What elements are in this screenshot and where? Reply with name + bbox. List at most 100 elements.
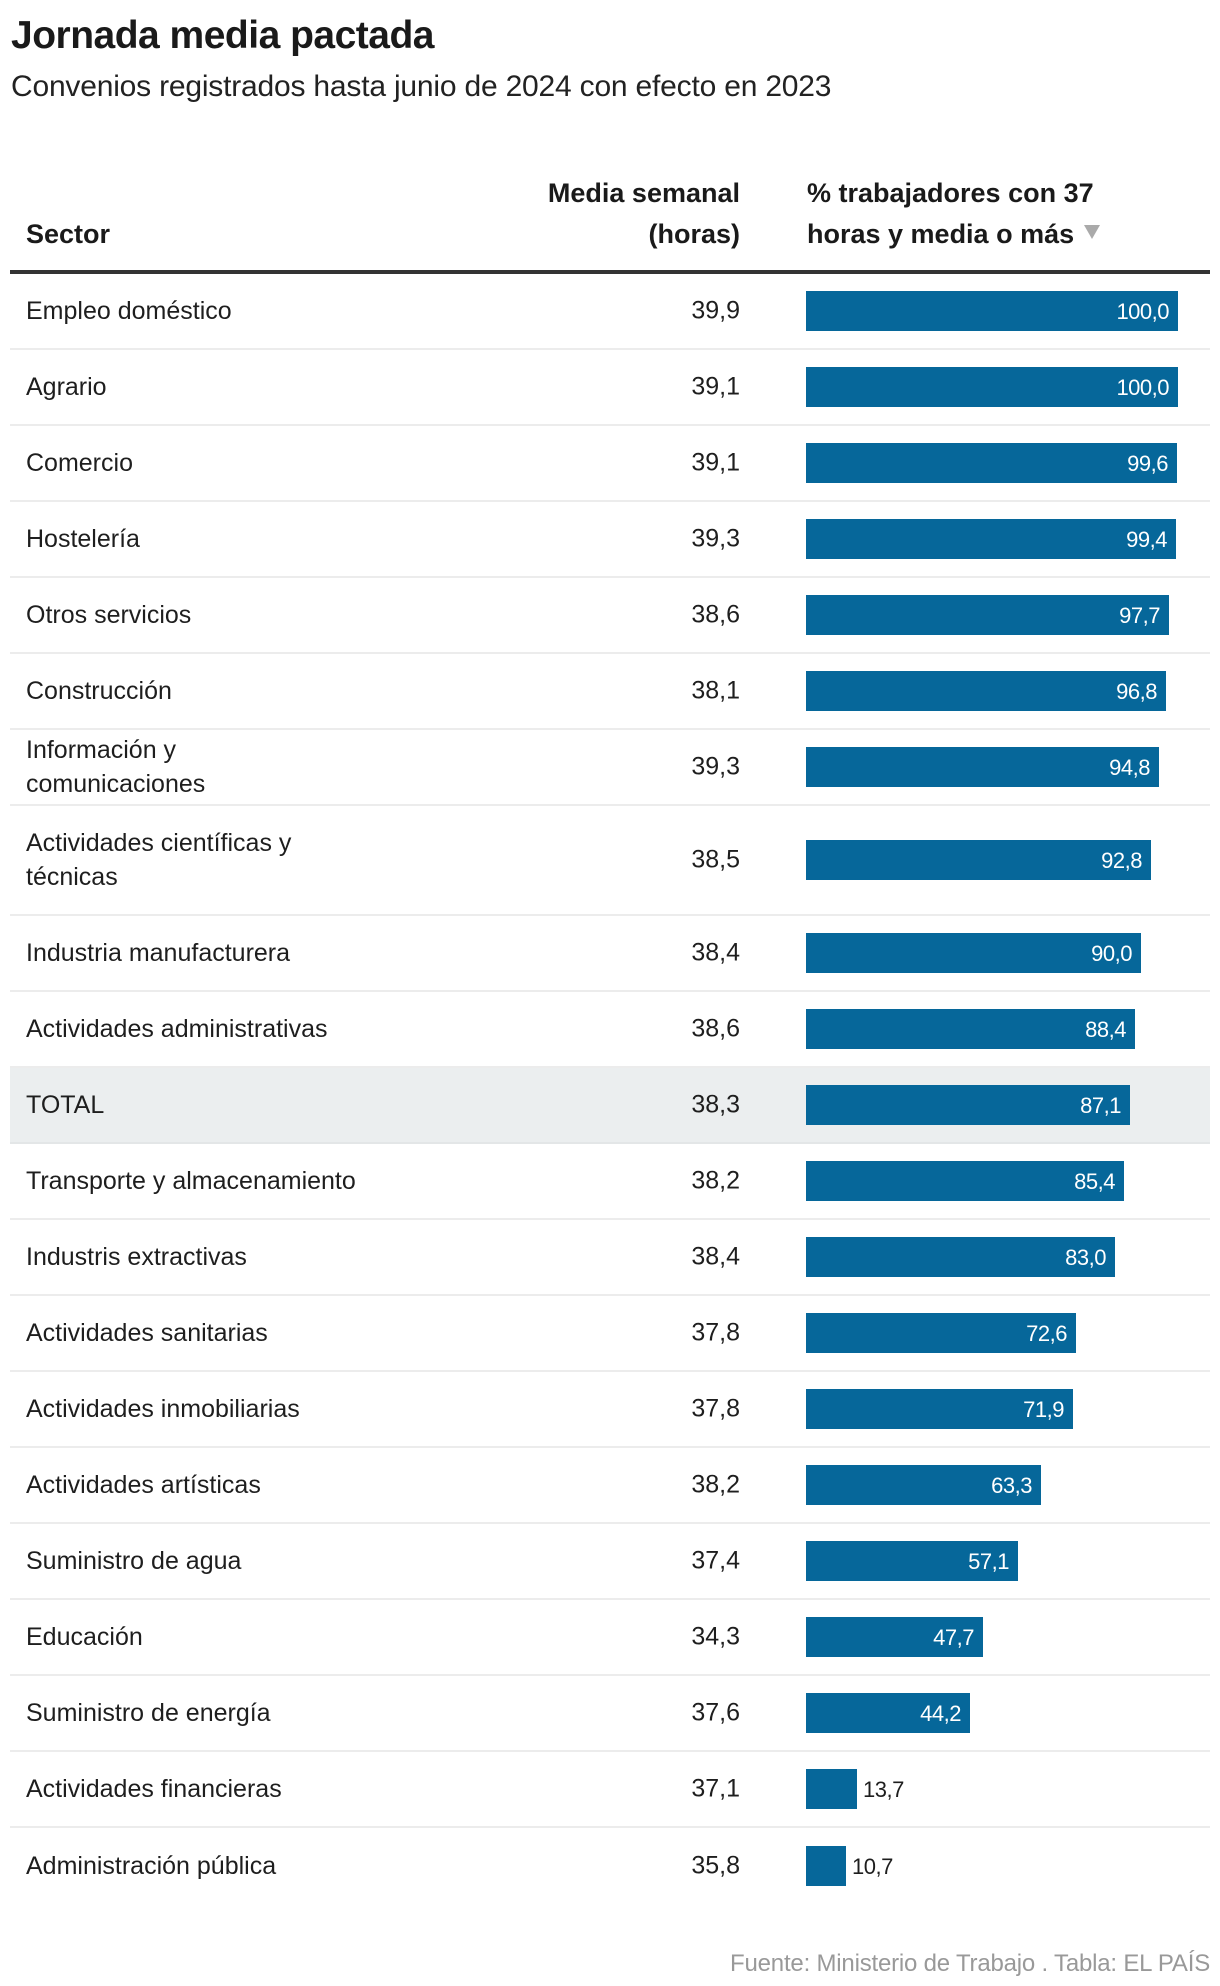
pct-bar-label: 85,4 (1074, 1169, 1115, 1194)
table-row: Hostelería 39,3 99,4 (10, 502, 1210, 578)
bar-cell: 99,6 (806, 443, 1206, 483)
column-header-media-line1: Media semanal (547, 178, 740, 208)
table-row: Construcción 38,1 96,8 (10, 654, 1210, 730)
media-semanal-value: 38,2 (691, 1166, 740, 1195)
sector-name: Actividades inmobiliarias (26, 1395, 300, 1423)
sector-name: Construcción (26, 677, 172, 705)
sector-name: Comercio (26, 449, 133, 477)
table-row: Agrario 39,1 100,0 (10, 350, 1210, 426)
pct-bar (806, 1769, 857, 1809)
sector-name: Actividades sanitarias (26, 1319, 268, 1347)
pct-bar (806, 1237, 1115, 1277)
table-row: Actividades científicas y técnicas 38,5 92… (10, 806, 1210, 916)
pct-bar-label: 13,7 (863, 1777, 904, 1802)
pct-bar-label: 57,1 (968, 1549, 1009, 1574)
sector-name: Información y comunicaciones (26, 736, 206, 798)
bar-cell: 71,9 (806, 1389, 1206, 1429)
table-row: Actividades financieras 37,1 13,7 (10, 1752, 1210, 1828)
header-divider (10, 270, 1210, 274)
media-semanal-value: 38,2 (691, 1470, 740, 1499)
bar-cell: 83,0 (806, 1237, 1206, 1277)
pct-bar-label: 99,4 (1126, 527, 1167, 552)
table-row: Actividades administrativas 38,6 88,4 (10, 992, 1210, 1068)
media-semanal-value: 39,3 (691, 752, 740, 781)
sector-name: Suministro de energía (26, 1699, 271, 1727)
bar-cell: 92,8 (806, 840, 1206, 880)
pct-bar (806, 1541, 1018, 1581)
media-semanal-value: 38,1 (691, 676, 740, 705)
pct-bar-label: 97,7 (1119, 603, 1160, 628)
table-row: Administración pública 35,8 10,7 (10, 1828, 1210, 1904)
pct-bar (806, 1085, 1130, 1125)
column-header-media-semanal[interactable]: Media semanal (horas) (440, 173, 740, 255)
pct-bar-label: 88,4 (1085, 1017, 1126, 1042)
bar-cell: 99,4 (806, 519, 1206, 559)
bar-cell: 90,0 (806, 933, 1206, 973)
pct-bar (806, 519, 1176, 559)
chart-subtitle: Convenios registrados hasta junio de 202… (11, 70, 832, 103)
bar-cell: 97,7 (806, 595, 1206, 635)
pct-bar-label: 87,1 (1080, 1093, 1121, 1118)
pct-bar-label: 99,6 (1127, 451, 1168, 476)
pct-bar-label: 83,0 (1065, 1245, 1106, 1270)
chart-title: Jornada media pactada (11, 14, 435, 57)
table-row: Transporte y almacenamiento 38,2 85,4 (10, 1144, 1210, 1220)
bar-cell: 13,7 (806, 1769, 1206, 1809)
pct-bar (806, 1617, 983, 1657)
table-row: Educación 34,3 47,7 (10, 1600, 1210, 1676)
pct-bar (806, 1161, 1124, 1201)
media-semanal-value: 37,1 (691, 1774, 740, 1803)
media-semanal-value: 38,3 (691, 1090, 740, 1119)
sector-name: Actividades científicas y técnicas (26, 829, 292, 891)
sector-name: Hostelería (26, 525, 140, 553)
bar-cell: 96,8 (806, 671, 1206, 711)
column-header-pct-line2: horas y media o más (807, 219, 1075, 249)
media-semanal-value: 38,4 (691, 1242, 740, 1271)
media-semanal-value: 37,8 (691, 1394, 740, 1423)
pct-bar-label: 72,6 (1026, 1321, 1067, 1346)
sector-name: TOTAL (26, 1091, 105, 1119)
sector-name: Otros servicios (26, 601, 192, 629)
table-row: Empleo doméstico 39,9 100,0 (10, 274, 1210, 350)
bar-cell: 94,8 (806, 747, 1206, 787)
bar-cell: 72,6 (806, 1313, 1206, 1353)
pct-bar (806, 443, 1177, 483)
table-row: Suministro de agua 37,4 57,1 (10, 1524, 1210, 1600)
pct-bar (806, 933, 1141, 973)
table-row: Actividades inmobiliarias 37,8 71,9 (10, 1372, 1210, 1448)
sector-name: Empleo doméstico (26, 297, 232, 325)
table-header: Sector Media semanal (horas) % trabajado… (10, 170, 1210, 270)
column-header-media-line2: (horas) (648, 219, 740, 249)
pct-bar (806, 747, 1159, 787)
sector-name: Actividades administrativas (26, 1015, 328, 1043)
sector-name: Educación (26, 1623, 143, 1651)
table-row: Actividades artísticas 38,2 63,3 (10, 1448, 1210, 1524)
bar-cell: 100,0 (806, 291, 1206, 331)
pct-bar-label: 10,7 (852, 1854, 893, 1879)
source-credit: Fuente: Ministerio de Trabajo . Tabla: E… (730, 1950, 1210, 1977)
pct-bar (806, 1389, 1073, 1429)
bar-cell: 85,4 (806, 1161, 1206, 1201)
media-semanal-value: 38,5 (691, 845, 740, 874)
pct-bar (806, 1009, 1135, 1049)
media-semanal-value: 37,4 (691, 1546, 740, 1575)
table-row: Actividades sanitarias 37,8 72,6 (10, 1296, 1210, 1372)
column-header-sector[interactable]: Sector (26, 219, 111, 249)
column-header-pct-line1: % trabajadores con 37 (807, 178, 1094, 208)
pct-bar-label: 96,8 (1116, 679, 1157, 704)
media-semanal-value: 37,6 (691, 1698, 740, 1727)
column-header-pct-trabajadores[interactable]: % trabajadores con 37 horas y media o má… (807, 173, 1187, 255)
sector-name: Industris extractivas (26, 1243, 247, 1271)
sector-name: Administración pública (26, 1852, 277, 1880)
sector-name: Industria manufacturera (26, 939, 291, 967)
bar-cell: 88,4 (806, 1009, 1206, 1049)
sector-name: Suministro de agua (26, 1547, 242, 1575)
sector-name: Actividades financieras (26, 1775, 282, 1803)
sector-name: Actividades artísticas (26, 1471, 261, 1499)
sector-name: Transporte y almacenamiento (26, 1167, 356, 1195)
pct-bar-label: 92,8 (1101, 848, 1142, 873)
media-semanal-value: 39,1 (691, 372, 740, 401)
pct-bar-label: 47,7 (933, 1625, 974, 1650)
bar-cell: 87,1 (806, 1085, 1206, 1125)
sort-descending-icon[interactable] (1084, 225, 1101, 239)
